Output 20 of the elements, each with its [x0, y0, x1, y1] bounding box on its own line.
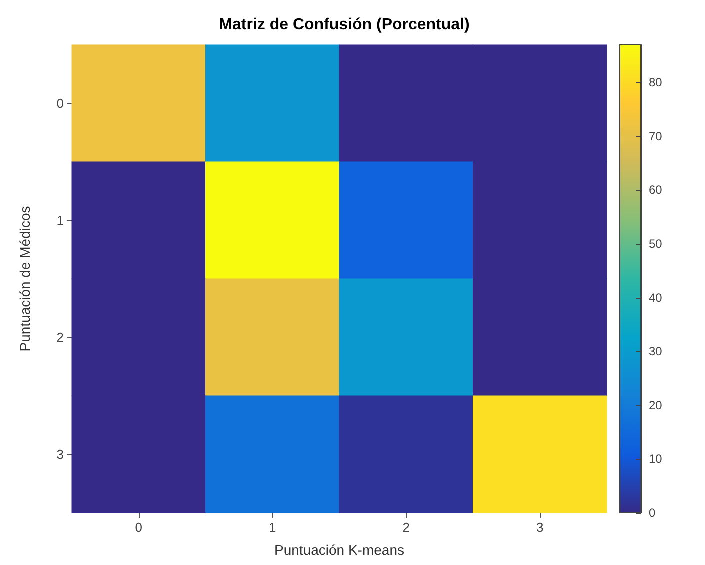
- x-tick-label: 0: [135, 520, 142, 535]
- x-axis-title: Puntuación K-means: [274, 542, 404, 558]
- x-tick-label: 2: [402, 520, 410, 535]
- chart-title: Matriz de Confusión (Porcentual): [219, 16, 470, 34]
- color-bar-label: 10: [649, 452, 663, 466]
- y-tick-label: 2: [56, 330, 64, 345]
- color-bar-label: 40: [649, 290, 663, 305]
- color-bar-label: 50: [649, 237, 663, 252]
- color-bar-label: 0: [649, 506, 656, 520]
- color-bar-label: 60: [649, 183, 663, 198]
- x-tick-label: 3: [536, 520, 544, 535]
- color-bar-label: 20: [649, 398, 663, 412]
- y-tick-label: 1: [56, 213, 64, 228]
- color-bar-label: 30: [649, 344, 663, 359]
- y-tick-label: 3: [56, 447, 64, 462]
- x-tick-label: 1: [269, 520, 276, 535]
- color-bar-label: 80: [649, 76, 663, 90]
- y-axis-title: Puntuación de Médicos: [17, 206, 33, 352]
- y-tick-label: 0: [56, 96, 64, 111]
- color-bar-label: 70: [649, 129, 663, 144]
